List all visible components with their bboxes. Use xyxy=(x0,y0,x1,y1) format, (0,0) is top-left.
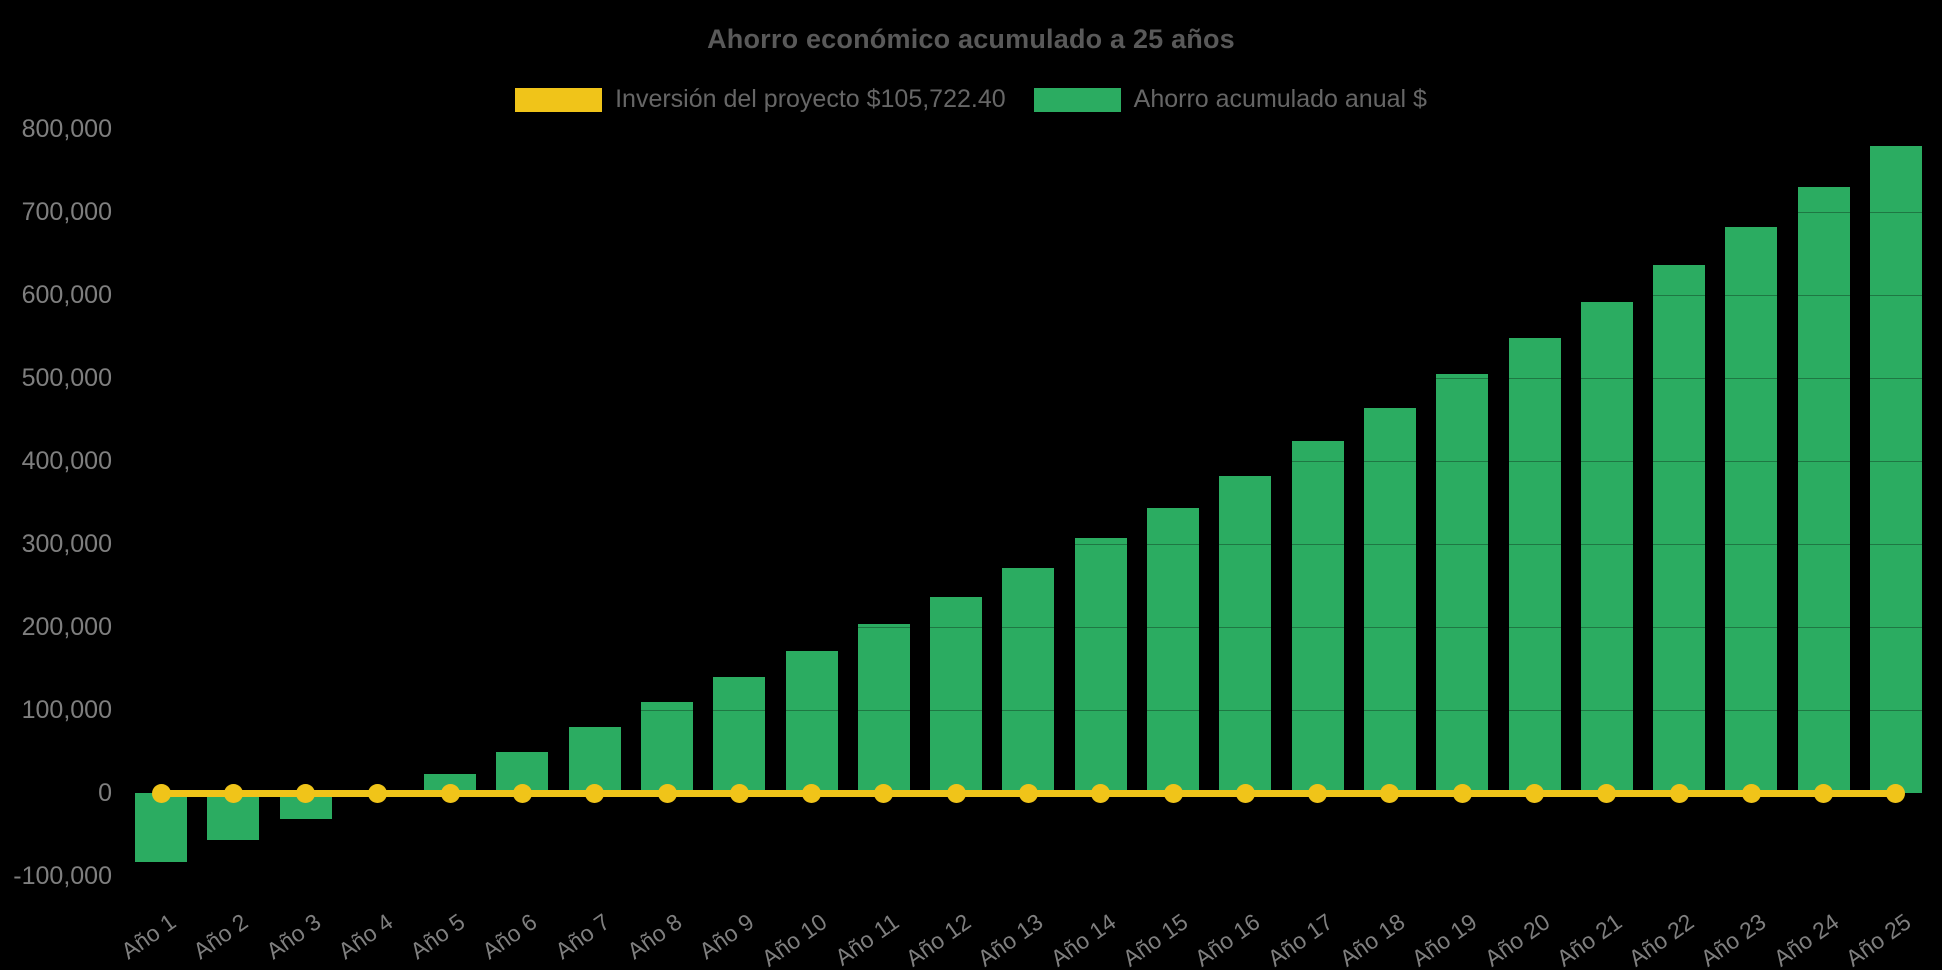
investment-point-2[interactable] xyxy=(223,783,243,803)
y-axis-label: 500,000 xyxy=(21,364,112,392)
legend: Inversión del proyecto $105,722.40 Ahorr… xyxy=(0,85,1942,114)
investment-point-18[interactable] xyxy=(1380,783,1400,803)
bar-año-18[interactable] xyxy=(1363,407,1416,793)
investment-point-19[interactable] xyxy=(1452,783,1472,803)
y-axis-label: 200,000 xyxy=(21,613,112,641)
gridline xyxy=(120,710,1928,711)
investment-point-12[interactable] xyxy=(946,783,966,803)
investment-point-7[interactable] xyxy=(585,783,605,803)
investment-legend-swatch xyxy=(515,87,603,112)
investment-legend-label: Inversión del proyecto $105,722.40 xyxy=(615,85,1006,113)
bar-año-21[interactable] xyxy=(1580,302,1633,793)
investment-point-16[interactable] xyxy=(1235,783,1255,803)
gridline xyxy=(120,295,1928,296)
investment-point-24[interactable] xyxy=(1814,783,1834,803)
gridline xyxy=(120,876,1928,877)
bar-año-17[interactable] xyxy=(1291,441,1344,793)
bar-año-25[interactable] xyxy=(1869,145,1922,793)
investment-point-1[interactable] xyxy=(151,783,171,803)
investment-point-23[interactable] xyxy=(1741,783,1761,803)
chart-title: Ahorro económico acumulado a 25 años xyxy=(707,24,1235,54)
y-axis-label: 700,000 xyxy=(21,198,112,226)
investment-point-5[interactable] xyxy=(440,783,460,803)
bar-año-8[interactable] xyxy=(641,701,694,793)
bar-año-13[interactable] xyxy=(1002,568,1055,793)
investment-point-13[interactable] xyxy=(1018,783,1038,803)
gridline xyxy=(120,544,1928,545)
legend-item-investment[interactable]: Inversión del proyecto $105,722.40 xyxy=(515,85,1006,114)
investment-point-3[interactable] xyxy=(296,783,316,803)
investment-point-9[interactable] xyxy=(729,783,749,803)
investment-point-20[interactable] xyxy=(1525,783,1544,803)
investment-point-10[interactable] xyxy=(802,783,822,803)
bar-año-10[interactable] xyxy=(785,651,838,793)
bar-año-1[interactable] xyxy=(135,793,187,862)
y-axis-label: 600,000 xyxy=(21,281,112,309)
y-axis-label: -100,000 xyxy=(13,862,112,890)
investment-point-25[interactable] xyxy=(1886,783,1906,803)
gridline xyxy=(120,212,1928,213)
investment-point-4[interactable] xyxy=(368,783,388,803)
investment-point-15[interactable] xyxy=(1163,783,1183,803)
bar-año-16[interactable] xyxy=(1219,475,1272,793)
bar-año-7[interactable] xyxy=(568,727,621,793)
y-axis-label: 300,000 xyxy=(21,530,112,558)
bar-año-24[interactable] xyxy=(1797,187,1850,793)
y-axis-label: 0 xyxy=(98,779,112,807)
bar-año-11[interactable] xyxy=(857,623,910,793)
bar-año-22[interactable] xyxy=(1653,265,1706,793)
bar-año-12[interactable] xyxy=(930,597,983,793)
investment-point-21[interactable] xyxy=(1597,783,1617,803)
bar-año-5[interactable] xyxy=(424,773,477,793)
gridline xyxy=(120,627,1928,628)
y-axis-label: 400,000 xyxy=(21,447,112,475)
savings-legend-label: Ahorro acumulado anual $ xyxy=(1133,85,1427,113)
savings-legend-swatch xyxy=(1033,87,1121,112)
y-axis-label: 100,000 xyxy=(21,696,112,724)
bar-año-15[interactable] xyxy=(1147,508,1200,793)
investment-point-8[interactable] xyxy=(657,783,677,803)
investment-point-6[interactable] xyxy=(512,783,532,803)
bar-año-14[interactable] xyxy=(1074,538,1127,793)
investment-point-14[interactable] xyxy=(1091,783,1111,803)
gridline xyxy=(120,461,1928,462)
y-axis-label: 800,000 xyxy=(21,115,112,143)
bar-año-19[interactable] xyxy=(1436,373,1489,793)
bar-año-9[interactable] xyxy=(713,676,766,793)
x-axis-label: Año 1 xyxy=(116,908,181,965)
bar-año-20[interactable] xyxy=(1508,338,1561,793)
investment-point-11[interactable] xyxy=(874,783,894,803)
bar-año-23[interactable] xyxy=(1725,226,1778,793)
investment-point-17[interactable] xyxy=(1308,783,1328,803)
investment-point-22[interactable] xyxy=(1669,783,1689,803)
gridline xyxy=(120,378,1928,379)
legend-item-savings[interactable]: Ahorro acumulado anual $ xyxy=(1033,85,1427,114)
gridline xyxy=(120,129,1928,130)
